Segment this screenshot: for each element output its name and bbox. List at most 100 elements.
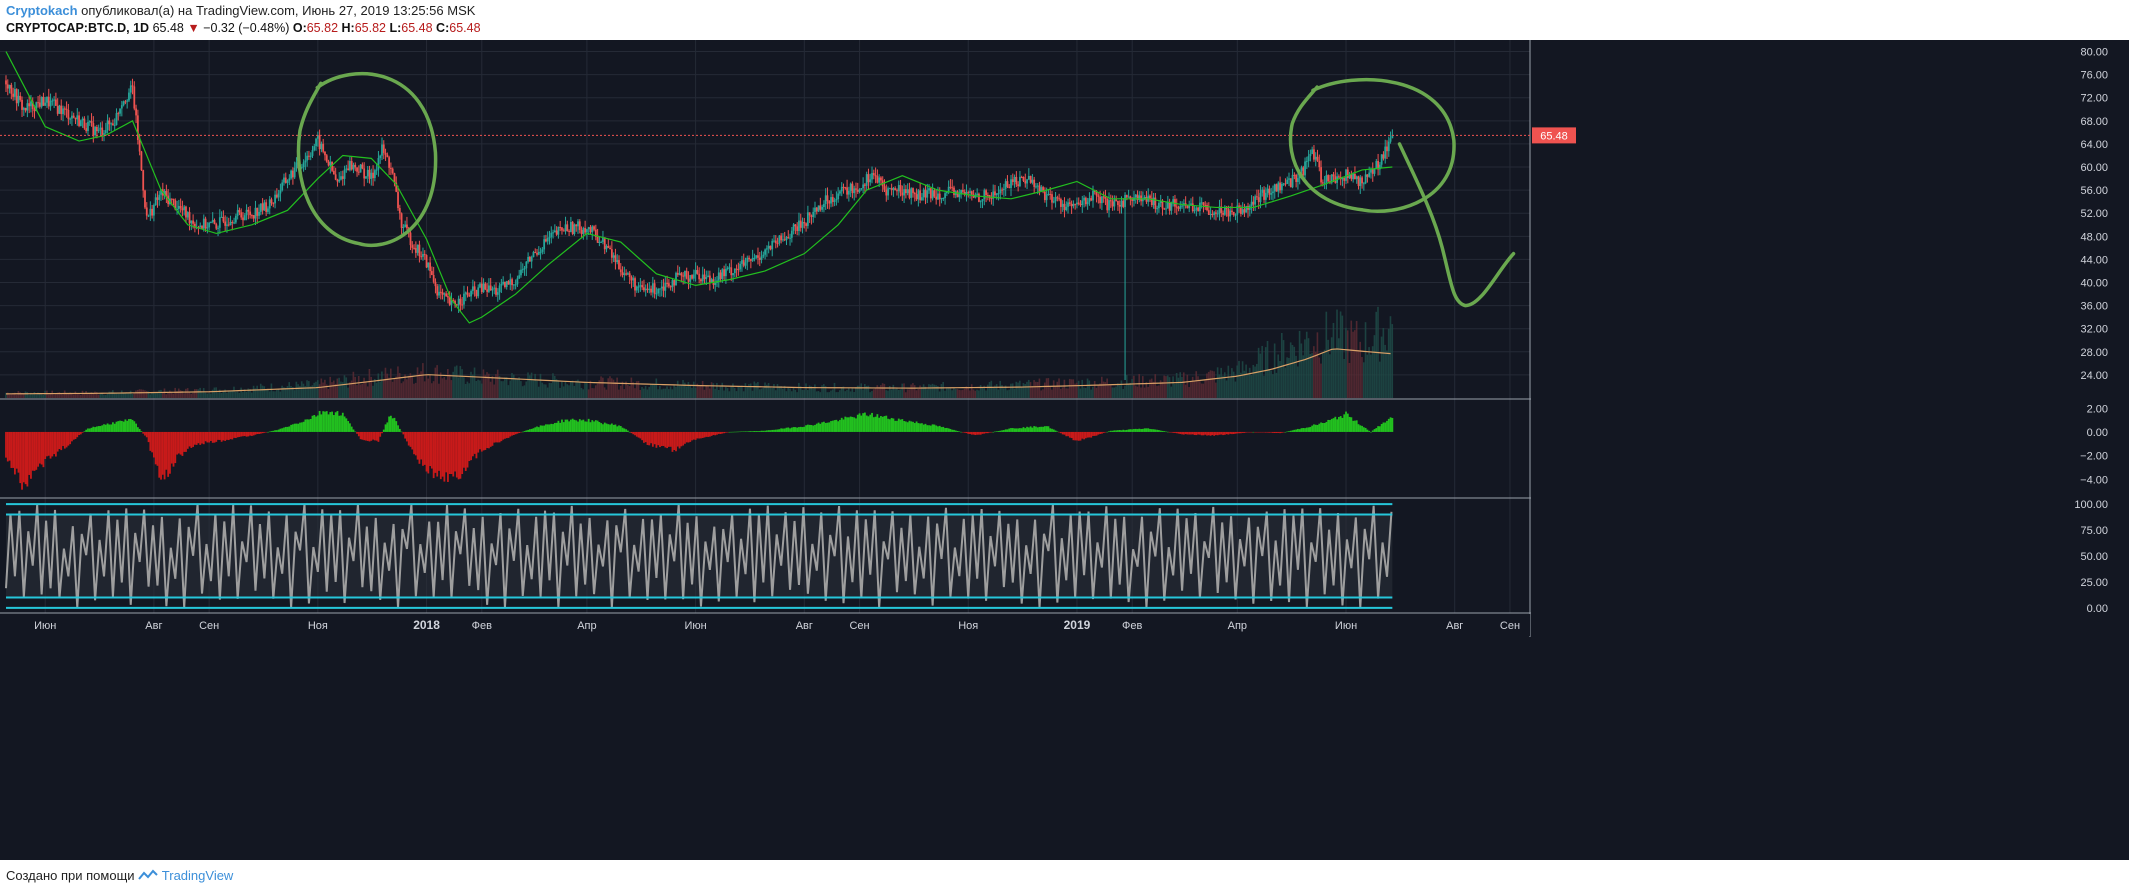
candle-body bbox=[1354, 173, 1356, 180]
candle-body bbox=[242, 217, 244, 221]
volume-bar bbox=[765, 384, 768, 398]
volume-bar bbox=[275, 390, 278, 398]
footer-brand-link[interactable]: TradingView bbox=[161, 868, 234, 883]
oscillator-bar bbox=[1377, 426, 1379, 432]
chart-canvas[interactable]: 80.0076.0072.0068.0064.0060.0056.0052.00… bbox=[0, 40, 2129, 860]
candle-body bbox=[1279, 182, 1281, 191]
oscillator-bar bbox=[511, 431, 513, 436]
oscillator-bar bbox=[1109, 430, 1112, 432]
oscillator-bar bbox=[1182, 431, 1185, 435]
oscillator-bar bbox=[1231, 431, 1233, 435]
oscillator-bar bbox=[1165, 431, 1167, 433]
candle-body bbox=[1117, 200, 1119, 205]
volume-bar bbox=[42, 394, 45, 398]
candle-body bbox=[598, 241, 601, 243]
volume-bar bbox=[705, 385, 708, 398]
candle-body bbox=[1191, 203, 1194, 212]
volume-bar bbox=[778, 386, 781, 398]
candle-body bbox=[1150, 198, 1153, 206]
oscillator-bar bbox=[749, 431, 752, 432]
volume-bar bbox=[117, 392, 119, 398]
volume-bar bbox=[8, 394, 11, 398]
oscillator-bar bbox=[470, 431, 472, 461]
oscillator-bar bbox=[1104, 431, 1107, 433]
oscillator-bar bbox=[969, 431, 971, 435]
annotation-circle-2017 bbox=[296, 71, 438, 248]
volume-ma-line bbox=[5, 348, 1391, 395]
candle-body bbox=[1077, 202, 1080, 204]
time-tick-label: Авг bbox=[796, 620, 813, 632]
volume-bar bbox=[767, 383, 770, 398]
candle-body bbox=[855, 188, 857, 190]
volume-bar bbox=[129, 390, 132, 398]
volume-bar bbox=[1079, 388, 1082, 398]
candle-body bbox=[826, 195, 829, 202]
oscillator-bar bbox=[1202, 431, 1205, 436]
oscillator-bar bbox=[477, 431, 480, 453]
volume-bar bbox=[523, 385, 526, 398]
oscillator-bar bbox=[919, 423, 922, 432]
volume-bar bbox=[51, 390, 54, 398]
volume-bar bbox=[543, 384, 545, 398]
oscillator-bar bbox=[443, 431, 446, 482]
oscillator-bar bbox=[1359, 425, 1362, 432]
candle-body bbox=[1293, 174, 1296, 176]
oscillator-bar bbox=[1122, 429, 1125, 432]
oscillator-bar bbox=[463, 431, 465, 468]
oscillator-bar bbox=[1065, 431, 1068, 437]
oscillator-bar bbox=[1042, 426, 1044, 432]
volume-bar bbox=[755, 383, 757, 398]
candle-body bbox=[1232, 211, 1235, 216]
volume-bar bbox=[874, 387, 877, 398]
volume-bar bbox=[233, 386, 235, 398]
candle-body bbox=[1056, 197, 1059, 199]
candle-body bbox=[265, 202, 268, 212]
candle-body bbox=[1042, 187, 1044, 192]
oscillator-bar bbox=[445, 431, 448, 473]
candle-body bbox=[945, 191, 948, 194]
volume-bar bbox=[610, 378, 613, 398]
author-link[interactable]: Cryptokach bbox=[6, 3, 78, 18]
oscillator-bar bbox=[390, 415, 392, 432]
candle-body bbox=[758, 257, 761, 260]
volume-bar bbox=[243, 389, 246, 398]
candle-body bbox=[156, 197, 159, 200]
candle-body bbox=[1019, 176, 1021, 187]
oscillator-bar bbox=[819, 423, 822, 432]
candle-body bbox=[12, 93, 15, 97]
candle-body bbox=[986, 194, 989, 196]
volume-bar bbox=[644, 386, 647, 398]
oscillator-bar bbox=[1245, 431, 1248, 433]
volume-bar bbox=[618, 389, 620, 398]
oscillator-bar bbox=[1118, 430, 1121, 432]
candle-body bbox=[1161, 200, 1164, 209]
volume-bar bbox=[897, 389, 900, 398]
oscillator-bar bbox=[496, 431, 499, 443]
candle-body bbox=[708, 275, 711, 283]
candle-body bbox=[1024, 180, 1027, 184]
oscillator-bar bbox=[1027, 427, 1030, 432]
candle-body bbox=[771, 240, 774, 250]
volume-bar bbox=[1354, 330, 1356, 398]
oscillator-bar bbox=[1008, 428, 1011, 432]
volume-bar bbox=[169, 390, 171, 398]
volume-bar bbox=[1364, 322, 1367, 398]
volume-bar bbox=[1361, 356, 1363, 398]
volume-bar bbox=[578, 382, 581, 398]
oscillator-bar bbox=[557, 420, 560, 432]
volume-bar bbox=[133, 393, 136, 398]
candle-body bbox=[970, 191, 973, 195]
oscillator-tick-label: 0.00 bbox=[2087, 427, 2108, 439]
candle-body bbox=[1029, 175, 1032, 183]
volume-bar bbox=[242, 392, 244, 398]
volume-bar bbox=[806, 390, 809, 398]
oscillator-bar bbox=[641, 431, 644, 441]
volume-bar bbox=[664, 388, 667, 398]
oscillator-bar bbox=[814, 424, 816, 432]
candle-body bbox=[247, 209, 250, 212]
candle-body bbox=[637, 286, 640, 288]
oscillator-bar bbox=[732, 431, 734, 433]
oscillator-bar bbox=[774, 429, 777, 432]
oscillator-bar bbox=[559, 422, 562, 432]
candle-body bbox=[901, 192, 904, 196]
